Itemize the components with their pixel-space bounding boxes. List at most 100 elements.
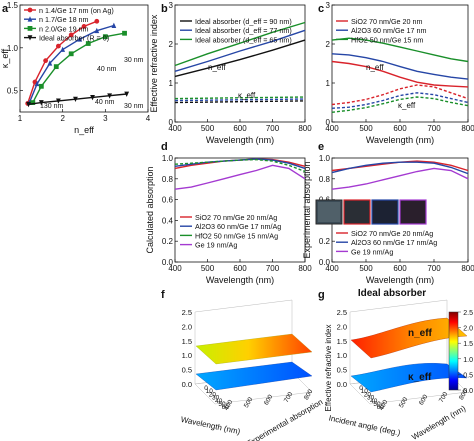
panel-f-ztick-label: 2.0 [182,322,192,331]
panel-g-angle-tick: 60 [377,404,385,411]
panel-e-chart: 4005006007008000.00.20.40.60.81.0Wavelen… [302,154,474,285]
colorbar-tick-label: 1.5 [463,341,473,348]
panel-a-legend-marker [27,26,33,31]
panel-a-xtick-label: 3 [103,114,108,123]
colorbar-tick-label: 0.0 [463,388,473,395]
panel-c-neff-line [331,60,469,88]
panel-f-angle-tick: 0 [204,385,208,392]
panel-e-ytick-label: 0.0 [319,258,331,267]
panel-f-wavelength-tick: 600 [263,393,275,406]
panel-b-xtick-label: 500 [201,124,215,133]
colorbar-gradient [448,311,459,391]
panel-a-legend-marker [27,35,33,41]
panel-d-xtick-label: 700 [266,264,280,273]
panel-f-keff-surface [195,361,313,391]
panel-f-angle-tick: 40 [215,398,223,405]
panel-c-neff-line [331,53,469,80]
panel-b-legend-label: Ideal absorber (d_eff = 65 nm) [195,35,292,44]
panel-a-point [81,24,87,29]
panel-d-xtick-label: 800 [298,264,312,273]
panel-f-angle-tick: 10 [206,388,214,395]
panel-d-xtick-label: 600 [233,264,247,273]
panel-a-legend-label: n 1.7/Ge 18 nm [39,15,89,24]
panel-e-ytick-label: 0.2 [319,237,331,246]
panel-d-ytick-label: 0.0 [162,258,174,267]
panel-a-ytick-label: 1.5 [7,1,19,10]
panel-a-annotation: 130 nm [40,103,64,110]
panel-c-xtick-label: 400 [325,124,339,133]
panel-e-legend-label: SiO2 70 nm/Ge 20 nm/Ag [351,229,433,238]
colorbar-tick-label: 0.5 [463,372,473,379]
panel-a-legend-marker [27,7,33,13]
panel-c-xtick-label: 600 [393,124,407,133]
panel-b-xtick-label: 800 [298,124,312,133]
panel-b-ytick-label: 1 [169,79,174,88]
panel-c-ytick-label: 1 [326,79,331,88]
panel-c-xtick-label: 700 [427,124,441,133]
panel-letter-b: b [161,3,168,15]
panel-g-neff-label: n_eff [408,328,433,339]
panel-a-ylabel: κ_eff [0,48,10,68]
panel-g-wavelength-tick: 500 [398,396,410,409]
panel-g-ztick-label: 2.0 [337,322,347,331]
panel-e-series-line [331,161,469,175]
panel-e-xtick-label: 600 [393,264,407,273]
panel-a-xlabel: n_eff [74,125,94,135]
panel-a-annotation: 40 nm [95,99,115,106]
panel-a-point [56,43,61,49]
panel-a-point [102,34,108,40]
panel-g-angle-tick: 50 [373,401,381,408]
panel-f-xlabel: Wavelength (nm) [180,415,241,436]
sample-photo-3 [371,199,399,225]
panel-c-neff-line [331,37,469,63]
panel-c-keff-label: κ_eff [398,101,416,110]
panel-g-xlabel: Incident angle (deg.) [328,414,402,438]
panel-a-point [68,32,74,38]
panel-a-point [77,36,83,42]
panel-d-ylabel: Calculated absorption [145,166,155,253]
panel-b-neff-line [174,21,306,67]
sample-photo-2 [343,199,371,225]
panel-a-point [122,30,127,36]
panel-a-ytick-label: 1.0 [7,44,19,53]
panel-g-zlabel: Effective refractive index [324,324,333,411]
panel-a-point [124,91,130,97]
panel-g-ztick-label: 2.5 [337,308,347,317]
panel-a-annotation: 40 nm [97,66,117,73]
colorbar-tick-label: 1.0 [463,357,473,364]
panel-a-point [90,95,95,101]
panel-b-xlabel: Wavelength (nm) [206,135,274,145]
panel-a-point [43,58,48,64]
panel-f-wavelength-tick: 500 [243,396,255,409]
panel-e-xtick-label: 500 [359,264,373,273]
panel-d-series-line [174,164,306,190]
panel-a-point [53,64,59,70]
panel-letter-a: a [2,3,9,15]
panel-d-xtick-label: 400 [168,264,182,273]
panel-c-ytick-label: 2 [326,40,331,49]
panel-d-ytick-label: 0.6 [162,196,174,205]
panel-d-ytick-label: 1.0 [162,154,174,163]
panel-a-point [73,96,78,103]
panel-b-keff-line [174,100,306,104]
colorbar: 2.5 2.0 1.5 1.0 0.5 0.0 [448,310,473,395]
panel-e-series-line [331,167,469,190]
panel-b-legend-label: Ideal absorber (d_eff = 77 nm) [195,26,292,35]
panel-c-legend-label: Al2O3 60 nm/Ge 17 nm [351,26,427,35]
panel-d-xlabel: Wavelength (nm) [206,275,274,285]
panel-b-ylabel: Effective refractive index [149,14,159,112]
panel-a-annotation: 30 nm [124,57,144,64]
colorbar-tick-label: 2.0 [463,326,473,333]
panel-g-ztick-label: 1.5 [337,337,347,346]
panel-a-point [94,27,100,34]
panel-e-legend-label: Ge 19 nm/Ag [351,247,393,256]
panel-b-chart: 400 500 600 700 800 0 1 2 3 Wavelength (nm) Effect… [149,1,312,145]
panel-a-point [68,51,74,57]
panel-c-keff-line [331,96,469,113]
panel-g-angle-tick: 20 [364,391,372,398]
panel-c-keff-line [331,92,469,109]
panel-f-angle-tick: 20 [209,391,217,398]
panel-b-keff-line [174,96,306,100]
panel-a-xtick-label: 1 [18,114,23,123]
